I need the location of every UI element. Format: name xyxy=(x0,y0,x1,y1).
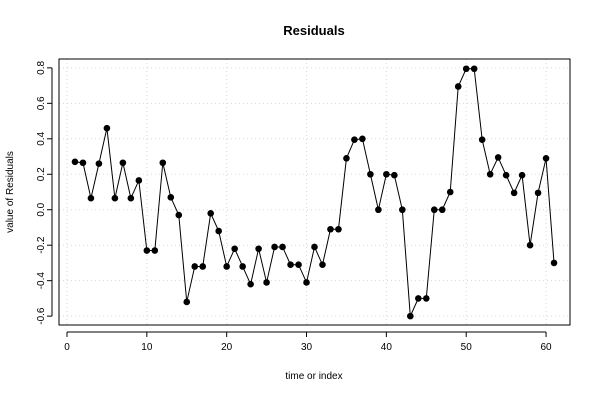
data-point xyxy=(550,259,558,267)
data-point xyxy=(343,155,350,162)
data-point xyxy=(135,177,143,184)
data-point xyxy=(446,188,454,196)
x-tick-label: 50 xyxy=(461,342,473,353)
y-tick-label: -0.4 xyxy=(36,272,47,290)
data-point xyxy=(255,245,262,253)
data-point xyxy=(247,280,254,288)
x-tick-label: 10 xyxy=(141,342,153,353)
data-point xyxy=(279,243,286,251)
series-residuals xyxy=(71,65,558,320)
data-point xyxy=(319,261,326,269)
data-point xyxy=(143,247,151,254)
data-point xyxy=(526,241,534,249)
axes: 0 10 20 30 40 50 60 -0.6 -0.4 -0.2 0.0 0.2 0.4 0.6 0.8 xyxy=(36,60,552,353)
chart-title: Residuals xyxy=(283,23,344,38)
data-point xyxy=(391,171,398,179)
data-point xyxy=(470,65,478,73)
data-point xyxy=(271,243,278,251)
data-point xyxy=(351,136,358,143)
data-point xyxy=(231,245,238,253)
x-tick-label: 0 xyxy=(64,342,70,353)
y-tick-label: -0.6 xyxy=(36,307,47,325)
data-point xyxy=(494,154,502,161)
data-point xyxy=(207,209,215,217)
y-tick-label: -0.2 xyxy=(36,236,47,254)
data-point xyxy=(303,279,310,286)
y-tick-label: 0.0 xyxy=(36,202,47,216)
data-point xyxy=(534,189,542,197)
data-point xyxy=(462,65,470,73)
data-point xyxy=(399,206,406,214)
data-point xyxy=(87,194,95,202)
data-point xyxy=(175,211,183,219)
data-point xyxy=(375,206,382,214)
data-point xyxy=(422,295,430,302)
data-point xyxy=(263,279,270,286)
data-point xyxy=(167,194,175,201)
data-point xyxy=(454,83,462,90)
data-point xyxy=(367,170,374,178)
y-axis-label: value of Residuals xyxy=(5,151,16,233)
data-point xyxy=(159,159,167,167)
data-point xyxy=(510,189,518,197)
grid-lines xyxy=(59,59,570,325)
data-point xyxy=(335,225,342,233)
data-point xyxy=(95,160,103,167)
data-point xyxy=(295,261,302,269)
y-tick-label: 0.4 xyxy=(36,131,47,145)
data-point xyxy=(327,225,334,233)
data-point xyxy=(199,263,207,270)
data-point xyxy=(287,261,294,269)
data-point xyxy=(79,159,87,167)
y-tick-label: 0.2 xyxy=(36,167,47,181)
data-point xyxy=(119,159,127,167)
x-tick-label: 30 xyxy=(301,342,313,353)
data-point xyxy=(127,194,135,202)
data-point xyxy=(223,263,230,270)
data-point xyxy=(239,263,246,270)
data-point xyxy=(502,171,510,179)
data-point xyxy=(151,247,159,254)
data-point xyxy=(215,227,222,235)
data-point xyxy=(518,171,526,179)
x-tick-label: 20 xyxy=(221,342,233,353)
data-point xyxy=(438,206,446,214)
x-axis-label: time or index xyxy=(285,371,342,382)
data-point xyxy=(359,135,366,143)
data-point xyxy=(414,295,422,302)
x-tick-label: 60 xyxy=(540,342,552,353)
data-point xyxy=(542,155,550,162)
y-tick-label: 0.8 xyxy=(36,60,47,74)
data-point xyxy=(71,158,79,166)
data-point xyxy=(383,170,390,178)
data-point xyxy=(478,136,486,143)
data-point xyxy=(191,263,199,270)
y-tick-label: 0.6 xyxy=(36,96,47,110)
data-point xyxy=(103,124,111,132)
data-point xyxy=(407,312,414,320)
plot-frame xyxy=(58,58,571,326)
data-point xyxy=(311,243,318,251)
data-point xyxy=(111,194,119,202)
data-point xyxy=(183,298,191,306)
data-point xyxy=(486,170,494,178)
x-tick-label: 40 xyxy=(381,342,393,353)
data-point xyxy=(430,206,438,214)
